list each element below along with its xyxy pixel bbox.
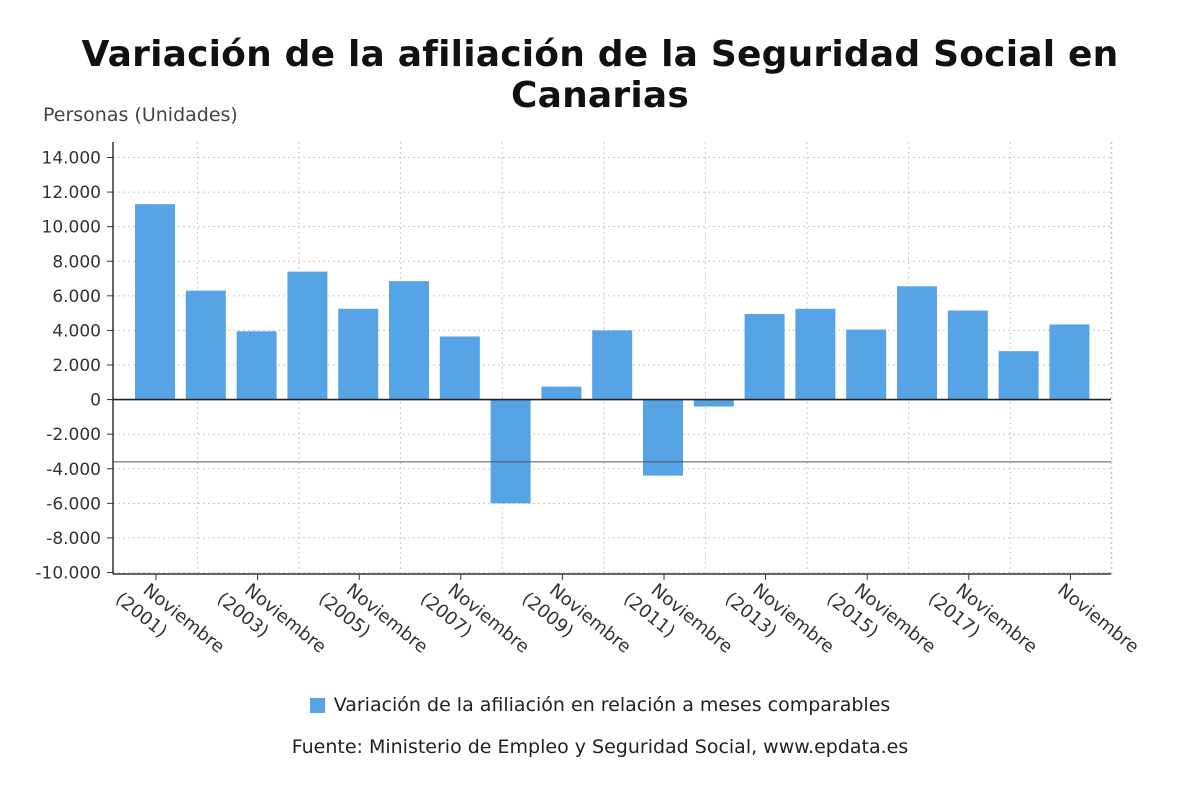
y-tick-label: 14.000 (42, 149, 101, 169)
source-note: Fuente: Ministerio de Empleo y Seguridad… (291, 736, 909, 758)
grid-lines (113, 142, 1113, 574)
legend-swatch (309, 697, 325, 713)
bars (135, 204, 1090, 504)
legend: Variación de la afiliación en relación a… (0, 694, 1200, 716)
bar (236, 331, 277, 400)
bar (541, 386, 582, 400)
bar (287, 271, 328, 400)
x-tick-label: Noviembre (1053, 580, 1143, 658)
bar (795, 308, 836, 400)
x-tick-label-group: Noviembre(2013) (721, 580, 838, 658)
bar (998, 351, 1039, 400)
y-tick-label: 6.000 (52, 287, 101, 307)
y-tick-label: 12.000 (42, 183, 101, 203)
y-tick-label: 0 (90, 391, 101, 411)
bar (389, 281, 429, 400)
bar (1049, 324, 1090, 400)
bar (135, 204, 175, 400)
x-tick-label-group: Noviembre (1053, 580, 1143, 658)
bar (643, 399, 683, 476)
chart-title: Variación de la afiliación de la Segurid… (81, 34, 1119, 116)
bar (338, 308, 379, 400)
y-tick-label: 4.000 (52, 321, 101, 341)
x-tick-label-group: Noviembre(2017) (924, 580, 1041, 658)
y-tick-label: -4.000 (46, 460, 101, 480)
bar (693, 399, 734, 407)
x-tick-label-group: Noviembre(2007) (416, 580, 533, 658)
x-tick-label-group: Noviembre(2011) (619, 580, 736, 658)
x-tick-label-group: Noviembre(2003) (213, 580, 330, 658)
bar (897, 286, 937, 400)
y-tick-label: 8.000 (52, 252, 101, 272)
y-tick-label: -10.000 (35, 564, 101, 584)
bar (592, 330, 633, 400)
y-tick-label: -6.000 (46, 494, 101, 514)
x-tick-label-group: Noviembre(2005) (315, 580, 432, 658)
legend-label: Variación de la afiliación en relación a… (333, 694, 891, 716)
x-tick-label-group: Noviembre(2001) (111, 580, 228, 658)
y-axis-unit-label: Personas (Unidades) (43, 104, 238, 126)
x-tick-label-group: Noviembre(2009) (518, 580, 635, 658)
bar (846, 329, 887, 400)
bar (947, 310, 988, 400)
y-tick-label: -8.000 (46, 529, 101, 549)
x-tick-label-group: Noviembre(2015) (823, 580, 940, 658)
y-tick-labels: 14.000 12.000 10.000 8.000 6.000 4.000 2.000 0 -… (35, 149, 101, 584)
y-tick-label: -2.000 (46, 425, 101, 445)
bar (744, 313, 785, 400)
y-tick-label: 10.000 (42, 218, 101, 238)
y-tick-label: 2.000 (52, 356, 101, 376)
bar (490, 399, 531, 504)
bar (185, 290, 226, 400)
x-tick-labels: Noviembre(2001) Noviembre(2003) Noviembre(… (111, 580, 1143, 658)
axes (107, 142, 1111, 580)
bar (439, 336, 480, 400)
